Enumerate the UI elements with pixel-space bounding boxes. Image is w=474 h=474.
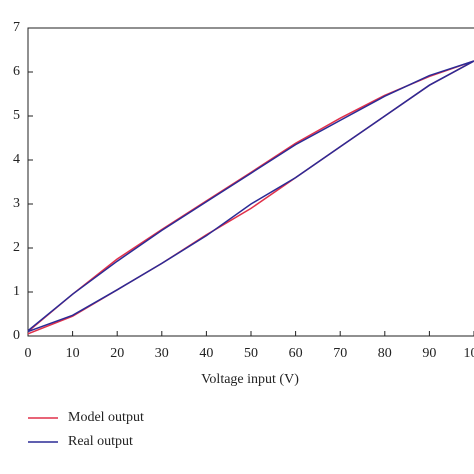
- x-tick-label: 20: [110, 346, 124, 361]
- x-tick-label: 40: [199, 346, 213, 361]
- x-tick-label: 10: [66, 346, 80, 361]
- x-tick-label: 90: [422, 346, 436, 361]
- x-tick-label: 0: [25, 346, 32, 361]
- legend-label: Real output: [68, 434, 133, 449]
- y-tick-label: 1: [13, 284, 20, 299]
- y-tick-label: 3: [13, 196, 20, 211]
- x-tick-label: 70: [333, 346, 347, 361]
- series-line: [27, 60, 474, 335]
- y-tick-label: 0: [13, 328, 20, 343]
- x-tick-label: 30: [155, 346, 169, 361]
- series-line: [27, 60, 474, 333]
- y-tick-label: 6: [13, 64, 20, 79]
- y-tick-label: 4: [13, 152, 20, 167]
- x-tick-label: 60: [289, 346, 303, 361]
- plot-frame: [27, 27, 474, 337]
- y-tick-label: 2: [13, 240, 20, 255]
- x-tick-label: 100: [464, 346, 474, 361]
- x-tick-label: 80: [378, 346, 392, 361]
- legend-label: Model output: [68, 410, 144, 425]
- y-tick-label: 7: [13, 20, 20, 35]
- x-axis-label: Voltage input (V): [201, 372, 299, 387]
- y-tick-label: 5: [13, 108, 20, 123]
- x-tick-label: 50: [244, 346, 258, 361]
